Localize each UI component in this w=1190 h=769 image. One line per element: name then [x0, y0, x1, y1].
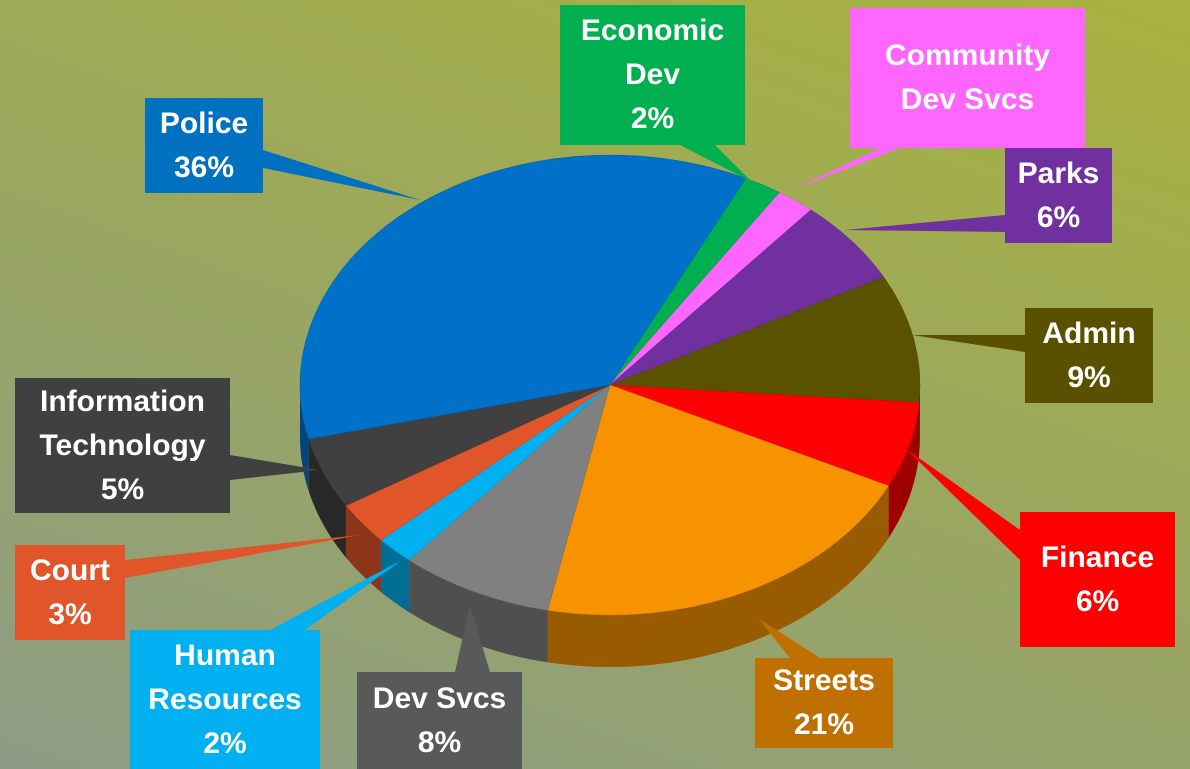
leader [912, 335, 1025, 352]
value-label: 9% [1067, 360, 1111, 394]
leader [263, 150, 420, 200]
category-label: Information Technology [39, 384, 206, 462]
data-label: Parks 6% [1005, 148, 1112, 243]
category-label: Parks [1017, 156, 1100, 190]
value-label: 6% [1075, 584, 1120, 618]
value-label: 36% [173, 150, 235, 184]
data-label: Human Resources 2% [130, 630, 320, 769]
slice-side [409, 560, 548, 663]
category-label: Streets [773, 664, 875, 697]
category-label: Police [159, 106, 249, 140]
value-label: 8% [417, 725, 462, 759]
leader [758, 618, 820, 658]
slice-side [381, 540, 410, 613]
data-label: Dev Svcs 8% [357, 672, 522, 769]
slice-side [300, 385, 309, 492]
leader [905, 448, 1020, 560]
slice-side [308, 439, 346, 558]
leader [845, 215, 1005, 232]
slice [609, 276, 921, 403]
data-label: Court 3% [15, 545, 125, 640]
data-label: Admin 9% [1025, 308, 1153, 403]
leader [270, 560, 402, 630]
slice [299, 154, 747, 440]
data-label: Community Dev Svcs [850, 8, 1085, 148]
data-label: Information Technology 5% [15, 378, 230, 513]
value-label: 2% [630, 102, 675, 135]
data-label: Streets 21% [755, 658, 893, 748]
leader [230, 455, 320, 480]
value-label: 5% [100, 472, 145, 506]
slice-side [888, 402, 920, 538]
value-label: 6% [1036, 200, 1081, 234]
category-label: Finance [1040, 540, 1155, 574]
category-label: Dev Svcs [372, 681, 507, 715]
category-label: Court [30, 553, 110, 587]
category-label: Admin [1042, 316, 1136, 350]
slice [408, 384, 611, 611]
data-label: Economic Dev 2% [560, 5, 745, 145]
slice [547, 384, 890, 616]
data-label: Finance 6% [1020, 512, 1175, 647]
leader [680, 145, 752, 182]
category-label: Human Resources [148, 638, 302, 716]
data-label: Police 36% [145, 98, 263, 193]
leader [792, 148, 900, 190]
category-label: Community Dev Svcs [885, 39, 1050, 116]
value-label: 2% [203, 726, 247, 760]
slice-side [345, 505, 382, 593]
value-label: 21% [793, 708, 855, 741]
leader [455, 605, 490, 672]
leader [125, 535, 360, 578]
category-label: Economic Dev [580, 14, 725, 91]
slice-side [547, 485, 889, 668]
value-label: 3% [48, 597, 92, 631]
